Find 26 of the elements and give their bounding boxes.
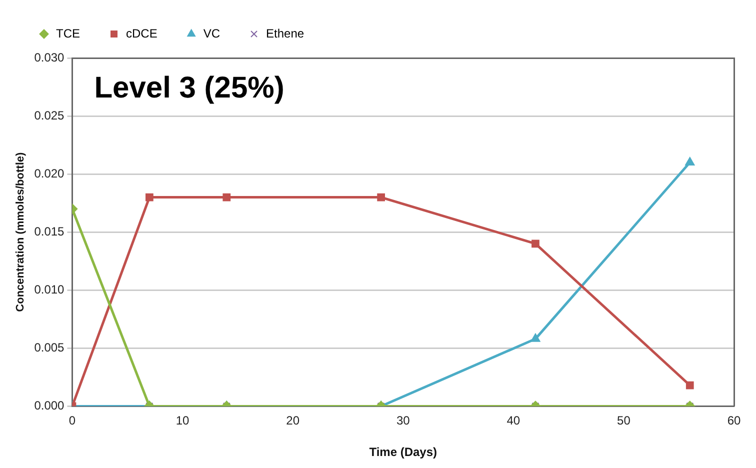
chart-title: Level 3 (25%) (94, 71, 284, 104)
x-tick-label: 20 (286, 414, 300, 428)
x-axis-title: Time (Days) (369, 445, 438, 460)
legend-label: cDCE (126, 26, 158, 40)
legend-label: VC (203, 26, 220, 40)
x-tick-label: 30 (396, 414, 410, 428)
x-tick-label: 50 (617, 414, 631, 428)
point (532, 240, 540, 248)
x-tick-label: 40 (506, 414, 520, 428)
y-tick-label: 0.020 (34, 166, 65, 180)
legend-label: Ethene (266, 26, 304, 40)
x-tick-label: 0 (68, 414, 76, 428)
y-tick-label: 0.030 (34, 50, 65, 64)
point (222, 193, 231, 202)
point (530, 334, 540, 342)
y-tick-label: 0.000 (34, 398, 65, 413)
y-tick-label: 0.010 (34, 282, 65, 296)
point (146, 193, 154, 202)
point (377, 193, 385, 202)
x-tick-label: 10 (176, 414, 190, 428)
y-axis-title: Concentration (mmoles/bottle) (14, 152, 27, 312)
y-tick-label: 0.005 (34, 340, 65, 354)
y-tick-label: 0.025 (34, 108, 65, 122)
legend-label: TCE (56, 26, 80, 40)
y-tick-label: 0.015 (34, 224, 65, 238)
x-tick-label: 60 (727, 414, 741, 428)
